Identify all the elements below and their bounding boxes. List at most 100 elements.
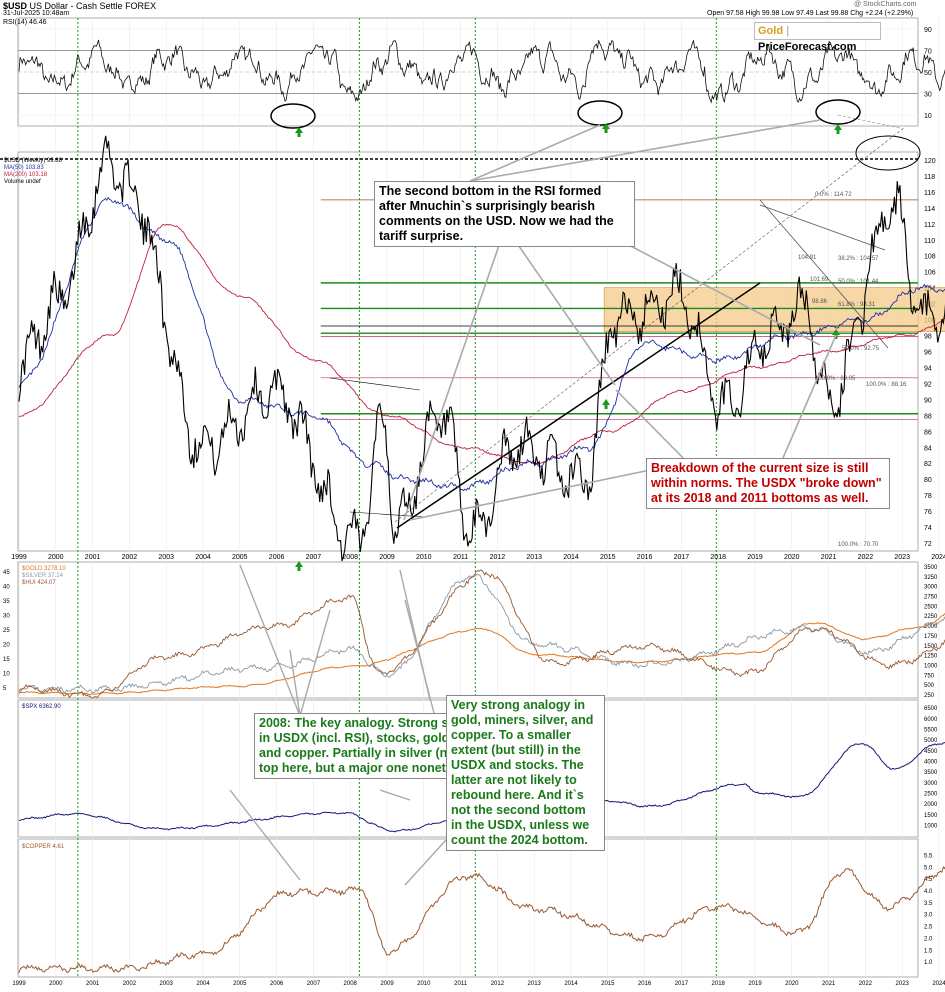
upper-channel-line xyxy=(759,204,886,251)
metals-left-tick: 10 xyxy=(3,671,10,677)
usd-tick-label: 98 xyxy=(924,334,932,341)
year-axis-label: 2018 xyxy=(712,981,726,987)
rsi-callout: The second bottom in the RSI formed afte… xyxy=(374,181,635,247)
spx-legend-entry: $SPX 6362.90 xyxy=(22,704,61,710)
copper-tick-label: 5.5 xyxy=(924,853,933,859)
year-axis-label: 2008 xyxy=(344,981,358,987)
usd-tick-label: 92 xyxy=(924,381,932,388)
year-axis-label: 2010 xyxy=(416,554,432,561)
year-axis-label: 2018 xyxy=(710,554,726,561)
usd-tick-label: 74 xyxy=(924,525,932,532)
metals-right-tick: 500 xyxy=(924,683,935,689)
metals-left-tick: 25 xyxy=(3,628,10,634)
copper-tick-label: 1.5 xyxy=(924,948,933,954)
analogy-2011-callout: Very strong analogy in gold, miners, sil… xyxy=(446,695,605,851)
usd-tick-label: 90 xyxy=(924,397,932,404)
ma50-line xyxy=(18,196,945,492)
year-axis-label: 2010 xyxy=(417,981,431,987)
metals-right-tick: 3500 xyxy=(924,565,938,571)
year-axis-label: 2024 xyxy=(931,554,945,561)
year-axis-label: 2011 xyxy=(454,981,468,987)
copper-tick-label: 4.5 xyxy=(924,877,933,883)
year-axis-label: 2022 xyxy=(858,554,874,561)
metals-right-tick: 1750 xyxy=(924,634,938,640)
spx-tick-label: 1000 xyxy=(924,823,938,829)
fib-label: 50.0% : 92.75 xyxy=(842,346,880,352)
goldpriceforecast-logo: Gold | PriceForecast.com xyxy=(754,22,881,53)
metals-right-tick: 2250 xyxy=(924,614,938,620)
copper-tick-label: 2.5 xyxy=(924,925,933,931)
spx-tick-label: 2000 xyxy=(924,802,938,808)
copper-line xyxy=(18,866,945,973)
year-axis-label: 2000 xyxy=(48,554,64,561)
metals-right-tick: 1500 xyxy=(924,644,938,650)
fib-label: 101.69 xyxy=(810,277,829,283)
green-up-arrow-icon xyxy=(832,329,840,339)
metals-left-tick: 40 xyxy=(3,585,10,591)
year-axis-label: 2020 xyxy=(784,554,800,561)
usd-tick-label: 96 xyxy=(924,350,932,357)
green-up-arrow-icon xyxy=(295,561,303,571)
metals-left-tick: 35 xyxy=(3,599,10,605)
usd-legend-entry: MA(50) 103.83 xyxy=(4,165,44,171)
year-axis-label: 2022 xyxy=(859,981,873,987)
spx-tick-label: 4000 xyxy=(924,759,938,765)
year-axis-label: 2001 xyxy=(86,981,100,987)
copper-tick-label: 3.5 xyxy=(924,901,933,907)
usd-tick-label: 80 xyxy=(924,477,932,484)
stockcharts-watermark: @ StockCharts.com xyxy=(854,1,917,8)
header-ohlc: Open 97.58 High 99.98 Low 97.49 Last 99.… xyxy=(707,10,914,17)
copper-panel xyxy=(17,838,919,978)
year-axis-label: 1999 xyxy=(11,554,27,561)
usd-tick-label: 114 xyxy=(924,206,935,213)
year-axis-label: 2017 xyxy=(674,554,690,561)
usd-tick-label: 120 xyxy=(924,158,936,165)
year-axis-label: 2008 xyxy=(342,554,358,561)
year-axis-label: 2007 xyxy=(307,981,321,987)
callout-pointer xyxy=(299,609,331,717)
header-title: $USD US Dollar - Cash Settle FOREX xyxy=(3,1,156,11)
copper-legend-entry: $COPPER 4.61 xyxy=(22,844,65,850)
spx-tick-label: 3000 xyxy=(924,781,938,787)
year-axis-label: 2003 xyxy=(160,981,174,987)
year-axis-label: 2013 xyxy=(526,554,542,561)
consolidation-zone xyxy=(603,287,945,332)
year-axis-label: 2017 xyxy=(675,981,689,987)
spx-tick-label: 6500 xyxy=(924,706,938,712)
metals-legend-entry: $SILVER 37.14 xyxy=(22,573,64,579)
callout-pointer xyxy=(615,389,691,466)
logo-site-text: PriceForecast.com xyxy=(758,41,857,53)
callout-pointer xyxy=(469,119,821,182)
callout-pointer xyxy=(403,227,506,521)
year-axis-label: 2015 xyxy=(600,554,616,561)
callout-pointer xyxy=(469,124,601,182)
rsi-tick-label: 70 xyxy=(924,48,932,55)
year-axis-label: 2003 xyxy=(158,554,174,561)
breakdown-callout: Breakdown of the current size is still w… xyxy=(646,458,890,509)
rsi-tick-label: 90 xyxy=(924,27,932,34)
callout-pointer xyxy=(409,467,661,521)
fib-label: 100.0% : 89.05 xyxy=(815,376,856,382)
year-axis-label: 2005 xyxy=(233,981,247,987)
header-name: US Dollar - Cash Settle FOREX xyxy=(29,1,157,11)
fib-label: 61.8% : 98.31 xyxy=(838,302,876,308)
dashed-channel-line xyxy=(394,126,906,523)
header-symbol: $USD xyxy=(3,1,28,11)
bottom-line xyxy=(349,511,426,518)
metals-left-tick: 5 xyxy=(3,686,7,692)
year-axis-label: 2015 xyxy=(601,981,615,987)
copper-tick-label: 2.0 xyxy=(924,936,933,942)
callout-pointer xyxy=(599,229,821,346)
year-axis-label: 2019 xyxy=(747,554,763,561)
fib-label: 104.91 xyxy=(798,255,817,261)
year-axis-label: 2014 xyxy=(564,981,578,987)
usd-legend-entry: $USD (Weekly) 99.88 xyxy=(4,158,63,164)
year-axis-label: 2023 xyxy=(894,554,910,561)
usd-tick-label: 86 xyxy=(924,429,932,436)
metals-left-tick: 45 xyxy=(3,570,10,576)
year-axis-label: 2004 xyxy=(195,554,211,561)
metals-right-tick: 2750 xyxy=(924,595,938,601)
fib-label: 100.0% : 88.16 xyxy=(866,382,907,388)
year-axis-label: 2019 xyxy=(748,981,762,987)
year-axis-label: 2000 xyxy=(49,981,63,987)
